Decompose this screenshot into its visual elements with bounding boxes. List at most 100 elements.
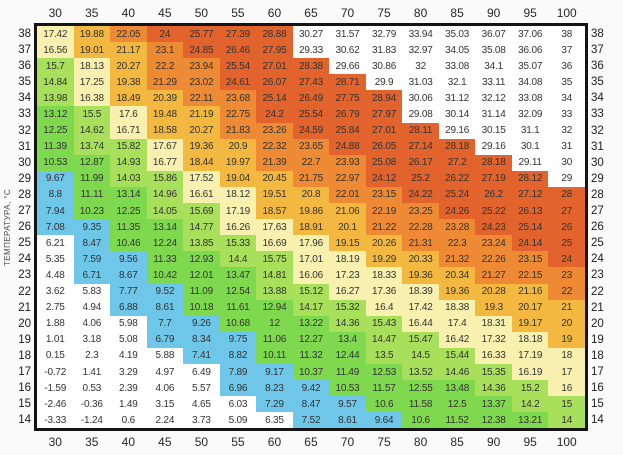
heatmap-row: 8.8 11.11 13.14 14.96 16.61 18.12 19.51 20.8 22.… (37, 186, 585, 204)
temperature-tick-right: 38 (591, 28, 604, 40)
heatmap-cell: 25.54 (292, 106, 330, 123)
temperature-tick-left: 31 (18, 140, 31, 153)
heatmap-cell: 23.68 (219, 90, 257, 107)
heatmap-cell: 37 (548, 42, 585, 59)
heatmap-cell: 32 (548, 122, 585, 139)
heatmap-cell: 18.91 (292, 219, 330, 236)
temperature-tick-right: 32 (591, 124, 604, 137)
heatmap-cell: 14.5 (402, 347, 439, 364)
heatmap-cell: 1.01 (37, 331, 74, 348)
heatmap-cell: 0.6 (110, 412, 147, 429)
heatmap-cell: 22.28 (402, 219, 439, 236)
heatmap-cell: 20.9 (219, 138, 257, 155)
humidity-tick: 75 (377, 5, 391, 20)
heatmap-cell: 4.06 (73, 315, 111, 332)
heatmap-cell: 6.21 (37, 235, 74, 252)
heatmap-cell: 20.45 (256, 170, 293, 187)
humidity-tick: 50 (194, 434, 209, 449)
temperature-tick-right: 31 (591, 140, 604, 153)
heatmap-cell: 26.2 (475, 186, 512, 204)
humidity-tick: 40 (121, 434, 135, 449)
humidity-tick: 75 (377, 434, 391, 449)
humidity-tick: 35 (85, 5, 99, 20)
heatmap-cell: 21.32 (438, 251, 476, 268)
humidity-tick: 70 (340, 5, 355, 20)
heatmap-cell: 28.11 (402, 122, 439, 139)
heatmap-cell: 13.22 (292, 315, 330, 332)
heatmap-cell: 14.36 (329, 315, 366, 332)
heatmap-cell: 25.84 (329, 122, 366, 139)
heatmap-cell: 17.23 (329, 267, 366, 284)
temperature-tick-left: 25 (18, 237, 31, 250)
heatmap-cell: 10.46 (110, 235, 147, 252)
heatmap-cell: 20.8 (292, 186, 330, 204)
heatmap-cell: 34.08 (511, 74, 549, 91)
heatmap-cell: 0.15 (37, 347, 74, 364)
heatmap-row: 13.98 16.38 18.49 20.39 22.11 23.68 25.14 26.49… (37, 90, 585, 107)
heatmap-cell: 3.62 (37, 283, 74, 300)
heatmap-cell: 16.69 (256, 235, 293, 252)
heatmap-cell: 3.15 (146, 396, 184, 413)
heatmap-cell: 14.96 (146, 186, 184, 204)
heatmap-cell: 21.39 (256, 154, 293, 171)
heatmap-cell: 13.4 (329, 331, 366, 348)
heatmap-cell: 6.88 (110, 299, 147, 316)
heatmap-cell: 11.32 (292, 347, 330, 364)
temperature-tick-left: 16 (18, 382, 31, 395)
heatmap-cell: 31.57 (329, 26, 366, 43)
heatmap-cell: 24.61 (219, 74, 257, 91)
heatmap-row: 0.15 2.3 4.19 5.88 7.41 8.82 10.11 11.32 12.44 13… (37, 347, 585, 364)
heatmap-cell: 6.49 (183, 363, 220, 381)
heatmap-cell: 4.97 (146, 363, 184, 381)
heatmap-cell: -0.36 (73, 396, 111, 413)
temperature-tick-right: 30 (591, 156, 604, 169)
heatmap-cell: 30.14 (438, 106, 476, 123)
heatmap-cell: 31.1 (511, 122, 549, 139)
heatmap-cell: 9.67 (37, 170, 74, 187)
heatmap-cell: 3.18 (73, 331, 111, 348)
heatmap-cell: 17 (548, 363, 585, 381)
heatmap-cell: 5.35 (37, 251, 74, 268)
heatmap-cell: 13.52 (402, 363, 439, 381)
heatmap-cell: 35 (548, 74, 585, 91)
temperature-tick-left: 23 (18, 269, 31, 282)
heatmap-cell: 23.1 (146, 42, 184, 59)
heatmap-cell: 36.07 (475, 26, 512, 43)
heatmap-cell: 13.37 (475, 396, 512, 413)
heatmap-cell: 23.24 (475, 235, 512, 252)
heatmap-cell: 28.18 (438, 138, 476, 155)
heatmap-cell: 12.25 (37, 122, 74, 139)
heatmap-cell: 9.17 (256, 363, 293, 381)
heatmap-cell: 13.88 (256, 283, 293, 300)
heatmap-cell: 10.53 (37, 154, 74, 171)
humidity-tick: 85 (450, 434, 464, 449)
humidity-tick: 40 (121, 5, 135, 20)
temperature-tick-left: 28 (18, 188, 31, 201)
heatmap-cell: 19.86 (292, 203, 330, 220)
heatmap-cell: 21.16 (511, 283, 549, 300)
temperature-tick-right: 16 (591, 382, 604, 395)
heatmap-cell: 25.14 (256, 90, 293, 107)
heatmap-cell: 9.52 (146, 283, 184, 300)
heatmap-cell: 17.36 (365, 283, 403, 300)
heatmap-cell: 17.01 (292, 251, 330, 268)
heatmap-row: 2.75 4.94 6.88 8.61 10.18 11.61 12.94 14.17 15.3… (37, 299, 585, 316)
temperature-tick-right: 22 (591, 285, 604, 298)
heatmap-cell: 12.01 (183, 267, 220, 284)
heatmap-cell: 8.34 (183, 331, 220, 348)
heatmap-cell: 28.12 (511, 170, 549, 187)
heatmap-cell: 26.17 (402, 154, 439, 171)
heatmap-cell: 30.27 (292, 26, 330, 43)
heatmap-cell: 26.13 (511, 203, 549, 220)
humidity-tick: 95 (523, 434, 537, 449)
heatmap-cell: 15 (548, 396, 585, 413)
heatmap-cell: 3.73 (183, 412, 220, 429)
heatmap-cell: 5.57 (183, 380, 220, 397)
heatmap-cell: 7.7 (146, 315, 184, 332)
temperature-tick-left: 22 (18, 285, 31, 298)
heatmap-cell: 16.71 (110, 122, 147, 139)
heatmap-cell: 10.53 (329, 380, 366, 397)
heatmap-cell: 17.42 (402, 299, 439, 316)
heatmap-cell: 29.16 (475, 138, 512, 155)
heatmap-cell: 6.35 (256, 412, 293, 429)
